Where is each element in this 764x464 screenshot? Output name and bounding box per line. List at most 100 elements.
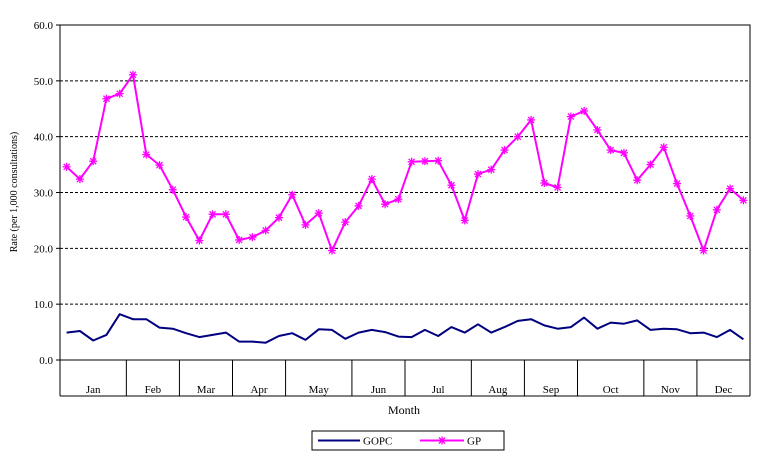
- data-point-gp: [301, 220, 310, 229]
- x-axis-label: Month: [388, 403, 420, 417]
- marker-stroke: [195, 237, 203, 244]
- marker-stroke: [593, 126, 601, 134]
- data-point-gp: [381, 200, 390, 209]
- x-tick-label: Nov: [661, 384, 680, 396]
- data-point-gp: [354, 201, 363, 210]
- data-point-gp: [473, 170, 482, 179]
- marker-stroke: [89, 157, 97, 165]
- data-point-gp: [673, 179, 682, 188]
- marker-stroke: [461, 216, 469, 224]
- data-point-gp: [221, 210, 230, 219]
- legend-gopc-label: GOPC: [363, 436, 392, 448]
- marker-stroke: [527, 116, 535, 124]
- series-layer: [62, 70, 748, 344]
- x-tick-label: Aug: [488, 384, 507, 396]
- marker-stroke: [142, 151, 150, 158]
- data-point-gp: [593, 125, 602, 134]
- data-point-gp: [102, 94, 111, 103]
- data-point-gp: [288, 190, 297, 199]
- marker-stroke: [63, 163, 71, 171]
- data-point-gp: [487, 165, 496, 174]
- marker-stroke: [726, 185, 734, 193]
- marker-stroke: [739, 196, 747, 204]
- marker-stroke: [262, 227, 270, 234]
- series-line-gp: [65, 73, 745, 252]
- y-tick-label: 60.0: [34, 20, 54, 32]
- data-point-gp: [659, 143, 668, 152]
- marker-stroke: [76, 175, 84, 183]
- marker-stroke: [209, 210, 217, 218]
- marker-stroke: [421, 157, 429, 165]
- data-point-gp: [168, 185, 177, 194]
- x-tick-label: Feb: [145, 384, 162, 396]
- data-point-gp: [407, 157, 416, 166]
- marker-stroke: [169, 186, 177, 194]
- x-tick-label: Dec: [715, 384, 733, 396]
- data-point-gp: [580, 106, 589, 115]
- data-point-gp: [434, 156, 443, 165]
- y-axis-label: Rate (per 1,000 consultations): [9, 132, 20, 253]
- y-tick-label: 50.0: [34, 76, 54, 88]
- data-point-gp: [328, 246, 337, 255]
- data-point-gp: [633, 176, 642, 185]
- marker-stroke: [673, 180, 681, 188]
- x-tick-label: Sep: [543, 384, 560, 396]
- data-point-gp: [527, 115, 536, 124]
- marker-stroke: [713, 206, 721, 214]
- marker-stroke: [607, 146, 615, 154]
- y-tick-label: 30.0: [34, 188, 54, 200]
- data-point-gp: [513, 132, 522, 141]
- data-point-gp: [500, 146, 509, 155]
- marker-stroke: [660, 143, 668, 151]
- data-point-gp: [394, 195, 403, 204]
- marker-stroke: [315, 209, 323, 217]
- data-point-gp: [566, 112, 575, 121]
- data-point-gp: [341, 218, 350, 227]
- data-point-gp: [75, 175, 84, 184]
- marker-stroke: [567, 113, 575, 121]
- data-point-gp: [142, 150, 151, 159]
- marker-stroke: [288, 191, 296, 199]
- x-tick-label: Jan: [86, 384, 101, 396]
- data-point-gp: [235, 235, 244, 244]
- x-tick-label: May: [309, 384, 330, 396]
- marker-stroke: [540, 179, 548, 187]
- data-point-gp: [553, 183, 562, 192]
- data-point-gp: [686, 211, 695, 220]
- data-point-gp: [89, 157, 98, 166]
- marker-stroke: [438, 437, 446, 444]
- marker-stroke: [302, 221, 309, 229]
- marker-stroke: [474, 170, 482, 178]
- data-point-gp: [62, 162, 71, 171]
- x-tick-label: Jun: [371, 384, 387, 396]
- data-point-gp: [739, 196, 748, 205]
- data-point-gp: [182, 213, 191, 222]
- x-tick-label: Mar: [197, 384, 216, 396]
- data-point-gp: [367, 175, 376, 184]
- marker-stroke: [633, 176, 641, 184]
- data-point-gp: [314, 209, 323, 218]
- data-point-gp: [540, 179, 549, 188]
- data-point-gp: [261, 226, 270, 235]
- gridlines: [60, 80, 750, 305]
- y-tick-label: 20.0: [34, 243, 54, 255]
- marker-stroke: [129, 71, 137, 79]
- x-tick-label: Jul: [432, 384, 445, 396]
- marker-stroke: [447, 181, 455, 189]
- marker-stroke: [434, 157, 442, 165]
- marker-stroke: [355, 202, 363, 210]
- legend-frame: [311, 430, 505, 451]
- data-point-gp: [208, 210, 217, 219]
- legend-gp-label: GP: [467, 436, 481, 448]
- marker-stroke: [620, 149, 628, 157]
- legend-marker-star: [438, 436, 446, 445]
- marker-stroke: [235, 236, 243, 244]
- y-tick-label: 10.0: [34, 299, 54, 311]
- y-tick-label: 0.0: [39, 355, 53, 367]
- marker-stroke: [248, 233, 256, 241]
- marker-stroke: [501, 146, 508, 154]
- marker-stroke: [554, 184, 562, 191]
- data-point-gp: [248, 233, 257, 242]
- marker-stroke: [381, 200, 389, 208]
